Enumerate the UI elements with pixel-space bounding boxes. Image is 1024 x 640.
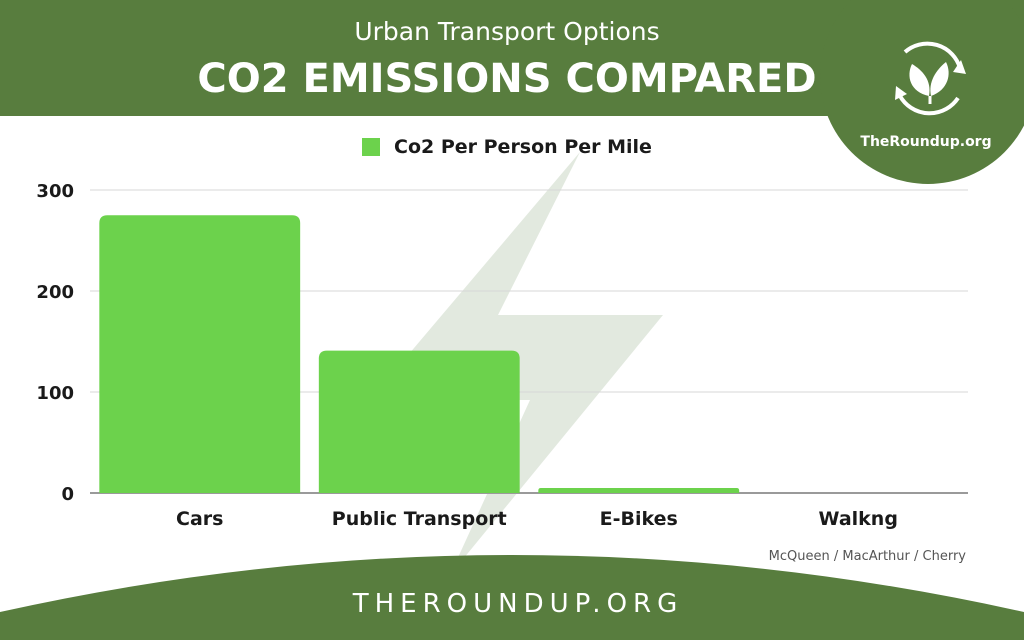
legend: Co2 Per Person Per Mile xyxy=(362,136,652,158)
y-tick-label: 0 xyxy=(61,484,74,505)
bar-public-transport xyxy=(318,350,520,493)
y-tick-label: 100 xyxy=(36,383,74,404)
footer-band xyxy=(0,555,1024,640)
x-category-label: Public Transport xyxy=(332,508,507,530)
legend-swatch xyxy=(362,138,380,156)
y-tick-label: 200 xyxy=(36,282,74,303)
y-tick-label: 300 xyxy=(36,181,74,202)
bar-e-bikes xyxy=(538,487,740,493)
chart-subtitle: Urban Transport Options xyxy=(354,17,659,46)
leaf-recycle-icon xyxy=(895,41,966,116)
brand-badge: TheRoundup.org xyxy=(820,0,1024,184)
labels-layer: 0 100 200 300 Cars Public Transport E-Bikes Wal… xyxy=(36,181,898,530)
chart-title: CO2 EMISSIONS COMPARED xyxy=(197,56,816,102)
x-category-label: E-Bikes xyxy=(600,508,678,530)
x-category-label: Walkng xyxy=(819,508,898,530)
badge-brand-text: TheRoundup.org xyxy=(860,134,991,150)
bars-layer xyxy=(99,215,740,493)
x-category-label: Cars xyxy=(176,508,223,530)
bar-cars xyxy=(99,215,301,493)
legend-label: Co2 Per Person Per Mile xyxy=(394,136,652,158)
footer-text: THEROUNDUP.ORG xyxy=(352,589,684,619)
credit-text: McQueen / MacArthur / Cherry xyxy=(769,549,967,564)
